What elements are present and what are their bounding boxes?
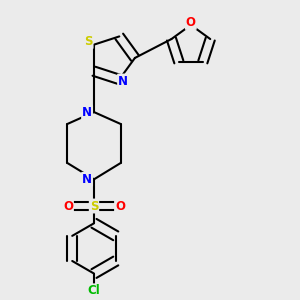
- Text: S: S: [84, 35, 93, 48]
- Text: O: O: [115, 200, 125, 212]
- Text: O: O: [186, 16, 196, 29]
- Text: S: S: [90, 200, 98, 212]
- Text: N: N: [118, 74, 128, 88]
- Text: Cl: Cl: [88, 284, 100, 297]
- Text: N: N: [82, 173, 92, 186]
- Text: N: N: [82, 106, 92, 118]
- Text: O: O: [63, 200, 73, 212]
